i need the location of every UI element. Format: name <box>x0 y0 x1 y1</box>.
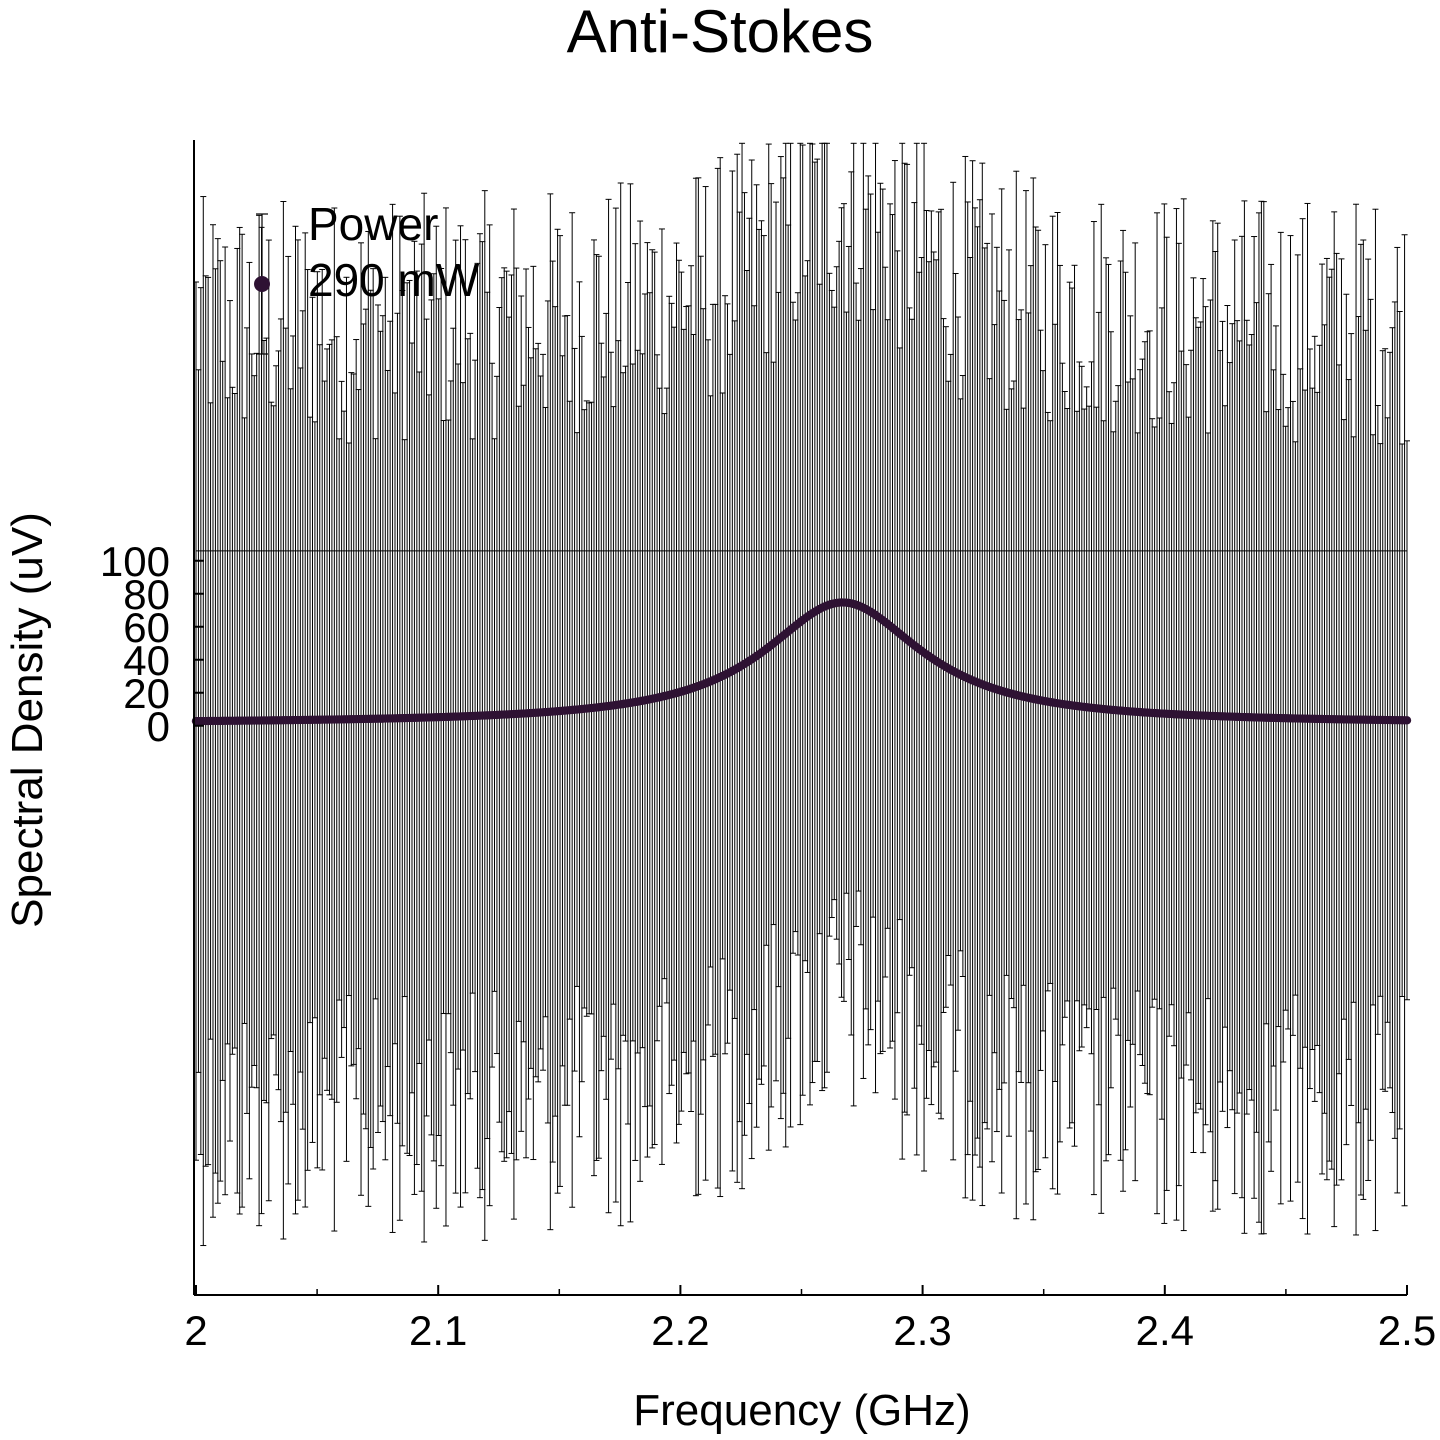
legend-marker <box>254 276 270 292</box>
x-tick-label: 2.4 <box>1136 1307 1194 1354</box>
x-tick-label: 2.1 <box>409 1307 467 1354</box>
x-tick-label: 2 <box>184 1307 207 1354</box>
y-tick-label: 20 <box>123 670 170 717</box>
x-axis-label: Frequency (GHz) <box>633 1386 970 1435</box>
x-tick-label: 2.2 <box>651 1307 709 1354</box>
x-tick-label: 2.3 <box>893 1307 951 1354</box>
y-tick-label: 60 <box>123 604 170 651</box>
y-tick-label: 0 <box>147 703 170 750</box>
axes <box>193 140 1407 1296</box>
data-points <box>191 598 1412 726</box>
x-ticks: 2 2.1 2.2 2.3 2.4 2.5 <box>184 1285 1436 1354</box>
legend: Power 290 mW <box>254 198 480 355</box>
y-axis-label: Spectral Density (uV) <box>3 512 52 928</box>
legend-entry: 290 mW <box>308 254 480 306</box>
legend-title: Power <box>308 198 438 250</box>
y-tick-label: 80 <box>123 571 170 618</box>
error-bars <box>193 142 1410 1247</box>
chart-title: Anti-Stokes <box>567 0 874 65</box>
data-point <box>1402 716 1412 725</box>
y-tick-label: 40 <box>123 637 170 684</box>
y-tick-label: 100 <box>100 538 170 585</box>
x-tick-label: 2.5 <box>1378 1307 1436 1354</box>
